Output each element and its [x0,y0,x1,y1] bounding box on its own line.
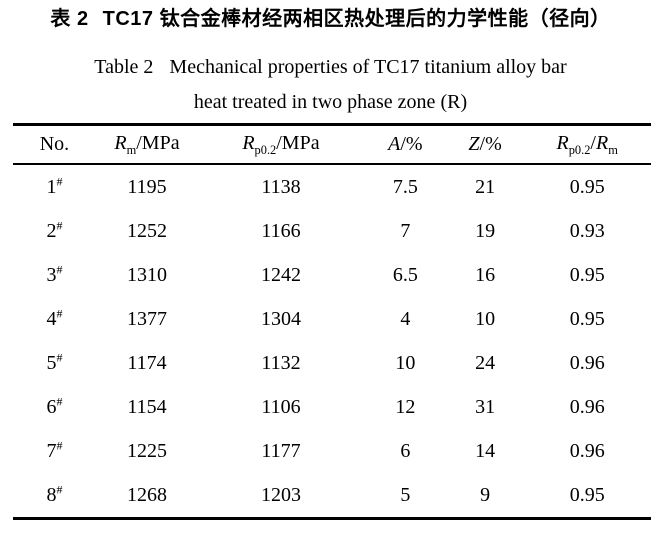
table-cell-z: 21 [475,175,496,198]
column-header-z: Z/% [446,124,524,165]
table-cell-ratio: 0.96 [569,351,605,374]
table-cell-rp02: 1242 [260,263,301,286]
table-cell-z: 19 [475,219,496,242]
table-row: 1# 1195 1138 7.5 21 0.95 [13,164,651,209]
table-cell-no: 1# [46,173,63,198]
table-row: 8# 1268 1203 5 9 0.95 [13,473,651,519]
table-cell-rp02: 1304 [260,307,301,330]
specimen-number-suffix: # [56,173,63,188]
table-row: 2# 1252 1166 7 19 0.93 [13,209,651,253]
table-cell-rm: 1252 [126,219,167,242]
table-cell-rp02: 1166 [261,219,301,242]
table-row: 3# 1310 1242 6.5 16 0.95 [13,253,651,297]
column-header-rm: Rm/MPa [95,124,199,165]
table-cell-no: 6# [46,393,63,418]
table-cell-rm: 1225 [126,439,167,462]
table-cell-rm: 1310 [126,263,167,286]
caption-zh-label: 表 2 [50,8,89,30]
table-cell-z: 14 [475,439,496,462]
caption-en-text: Mechanical properties of TC17 titanium a… [169,56,567,78]
table-cell-rm: 1195 [127,175,167,198]
table-cell-no: 5# [46,349,63,374]
table-cell-rp02: 1138 [261,175,301,198]
specimen-number-suffix: # [56,349,63,364]
table-cell-no: 7# [46,437,63,462]
table-caption-en-line1: Table 2 Mechanical properties of TC17 tit… [0,55,661,79]
specimen-number-suffix: # [56,305,63,320]
table-row: 6# 1154 1106 12 31 0.96 [13,385,651,429]
table-cell-a: 7.5 [392,175,418,198]
table-row: 7# 1225 1177 6 14 0.96 [13,429,651,473]
table-cell-ratio: 0.95 [569,307,605,330]
table-cell-z: 16 [475,263,496,286]
table-cell-a: 4 [400,307,411,330]
table-cell-a: 10 [395,351,416,374]
table-caption-en-line2: heat treated in two phase zone (R) [193,91,468,113]
table-cell-z: 31 [475,395,496,418]
column-header-ratio: Rp0.2/Rm [523,124,651,165]
caption-zh-text: TC17 钛合金棒材经两相区热处理后的力学性能（径向） [102,8,611,30]
column-header-a: A/% [363,124,447,165]
table-cell-rp02: 1106 [261,395,301,418]
specimen-number-suffix: # [56,217,63,232]
table-caption-zh: 表 2 TC17 钛合金棒材经两相区热处理后的力学性能（径向） [0,0,661,32]
mechanical-properties-table: No. Rm/MPa Rp0.2/MPa A/% Z/% Rp0.2/Rm 1# 1195 1… [13,123,651,520]
table-header-row: No. Rm/MPa Rp0.2/MPa A/% Z/% Rp0.2/Rm [13,124,651,165]
table-cell-rp02: 1203 [260,483,301,506]
table-cell-ratio: 0.93 [569,219,605,242]
table-body: 1# 1195 1138 7.5 21 0.95 2# 1252 1166 7 19 0.93 3# 13… [13,164,651,519]
table-cell-z: 24 [475,351,496,374]
table-cell-a: 6.5 [392,263,418,286]
table-cell-no: 8# [46,481,63,506]
table-cell-rm: 1377 [126,307,167,330]
table-cell-rp02: 1132 [261,351,301,374]
caption-en-label: Table 2 [94,56,154,78]
table-cell-ratio: 0.96 [569,439,605,462]
table-cell-rm: 1174 [127,351,167,374]
table-cell-rp02: 1177 [261,439,301,462]
specimen-number-suffix: # [56,393,63,408]
table-cell-no: 4# [46,305,63,330]
column-header-rp02: Rp0.2/MPa [198,124,364,165]
table-cell-rm: 1154 [127,395,167,418]
column-header-no: No. [13,124,96,165]
table-cell-a: 5 [400,483,411,506]
table-cell-ratio: 0.96 [569,395,605,418]
table-cell-a: 7 [400,219,411,242]
table-cell-ratio: 0.95 [569,263,605,286]
table-row: 4# 1377 1304 4 10 0.95 [13,297,651,341]
specimen-number-suffix: # [56,481,63,496]
table-cell-ratio: 0.95 [569,175,605,198]
table-cell-a: 6 [400,439,411,462]
table-cell-rm: 1268 [126,483,167,506]
table-cell-no: 2# [46,217,63,242]
table-cell-ratio: 0.95 [569,483,605,506]
table-cell-no: 3# [46,261,63,286]
specimen-number-suffix: # [56,261,63,276]
table-cell-z: 9 [480,483,491,506]
table-cell-a: 12 [395,395,416,418]
table-row: 5# 1174 1132 10 24 0.96 [13,341,651,385]
table-cell-z: 10 [475,307,496,330]
specimen-number-suffix: # [56,437,63,452]
